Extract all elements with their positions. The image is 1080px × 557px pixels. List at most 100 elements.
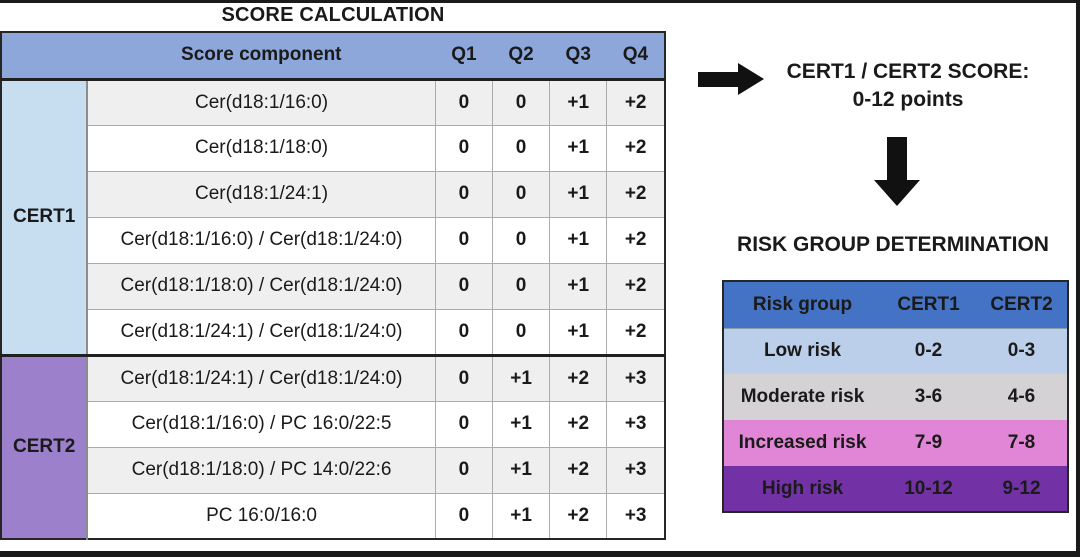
score-value-cell-q2: 0 [491, 262, 551, 310]
score-component-cell: Cer(d18:1/18:0) / PC 14:0/22:6 [86, 446, 436, 494]
risk-label-cell: Moderate risk [740, 386, 865, 408]
score-row: CERT1 Cer(d18:1/16:0) 0 0 +1 +2 [1, 78, 666, 355]
score-row: PC 16:0/16:0 0 +1 +2 +3 [1, 492, 666, 540]
right-arrow-shaft [698, 72, 740, 87]
score-table-header-row: Score component Q1 Q2 Q3 Q4 [1, 32, 665, 81]
score-value-cell-q3: +1 [549, 78, 608, 126]
score-component-cell: Cer(d18:1/24:1) [86, 170, 436, 218]
score-value-cell-q1: 0 [434, 492, 493, 540]
score-row: Cer(d18:1/18:0) / Cer(d18:1/24:0) 0 0 +1 +2 [1, 262, 666, 310]
risk-group-table: Risk group CERT1 CERT2 Low risk 0-2 0-3 Mod… [722, 280, 1069, 513]
score-value-cell-q2: +1 [491, 353, 551, 402]
score-value-cell-q2: 0 [491, 216, 551, 264]
score-value-cell-q3: +1 [549, 216, 608, 264]
score-component-cell: Cer(d18:1/18:0) [86, 124, 436, 172]
score-value-cell-q1: 0 [434, 446, 493, 494]
score-table-corner-cell [1, 32, 88, 81]
group-label-cert2: CERT2 [1, 353, 89, 539]
score-value-cell-q3: +1 [549, 124, 608, 172]
score-value-cell-q4: +2 [606, 170, 666, 218]
risk-cert1-header: CERT1 [881, 281, 976, 329]
score-range-line2: 0-12 points [852, 88, 964, 111]
score-value-cell-q4: +2 [606, 124, 666, 172]
risk-label-cell: Low risk [763, 340, 842, 362]
risk-label-cell: High risk [761, 477, 844, 499]
score-value-cell-q4: +2 [606, 308, 666, 356]
score-value-cell-q4: +2 [606, 262, 666, 310]
score-value-cell-q1: 0 [434, 400, 493, 448]
risk-row: High risk 10-12 9-12 [723, 466, 1068, 512]
down-arrow-head [874, 180, 920, 206]
risk-cert1-cell: 7-9 [914, 432, 943, 454]
score-value-cell-q1: 0 [434, 353, 493, 402]
score-value-cell-q2: 0 [491, 124, 551, 172]
down-arrow-icon [874, 137, 920, 206]
quartile-header-q4: Q4 [606, 32, 665, 81]
score-range-line1: CERT1 / CERT2 SCORE: [786, 60, 1030, 83]
risk-table-body: Low risk 0-2 0-3 Moderate risk 3-6 4-6 Increas… [723, 328, 1068, 512]
score-value-cell-q2: 0 [491, 308, 551, 356]
score-range-heading: CERT1 / CERT2 SCORE: 0-12 points [772, 58, 1044, 114]
risk-label-cell: Increased risk [738, 432, 867, 454]
score-component-header: Score component [87, 32, 436, 81]
frame-bottom-bar [0, 551, 1080, 557]
score-value-cell-q3: +1 [549, 308, 608, 356]
risk-cert1-cell: 0-2 [914, 340, 943, 362]
down-arrow-shaft [887, 137, 907, 181]
risk-table-header-row: Risk group CERT1 CERT2 [723, 281, 1068, 329]
risk-cert2-header: CERT2 [976, 281, 1068, 329]
quartile-header-q3: Q3 [549, 32, 607, 81]
score-component-cell: Cer(d18:1/24:1) / Cer(d18:1/24:0) [86, 308, 436, 356]
score-value-cell-q1: 0 [434, 124, 493, 172]
score-value-cell-q1: 0 [434, 216, 493, 264]
score-component-cell: Cer(d18:1/18:0) / Cer(d18:1/24:0) [86, 262, 436, 310]
risk-group-header: Risk group [723, 281, 881, 329]
risk-cert2-cell: 4-6 [1007, 386, 1036, 408]
risk-cert1-cell: 3-6 [914, 386, 943, 408]
score-value-cell-q3: +2 [549, 446, 608, 494]
score-value-cell-q3: +2 [549, 400, 608, 448]
risk-group-determination-title: RISK GROUP DETERMINATION [737, 233, 1049, 256]
risk-cert2-cell: 7-8 [1007, 432, 1036, 454]
risk-cert2-cell: 9-12 [1002, 477, 1041, 499]
score-value-cell-q4: +3 [606, 492, 666, 540]
score-row: CERT2 Cer(d18:1/24:1) / Cer(d18:1/24:0) 0 +… [1, 353, 666, 539]
risk-row: Increased risk 7-9 7-8 [723, 420, 1068, 466]
group-label-cert1: CERT1 [1, 79, 89, 355]
score-row: Cer(d18:1/24:1) 0 0 +1 +2 [1, 170, 666, 218]
score-calculation-title: SCORE CALCULATION [221, 4, 445, 26]
score-table-body: CERT1 Cer(d18:1/16:0) 0 0 +1 +2 Cer(d18:1/18:0… [1, 78, 666, 540]
score-component-cell: PC 16:0/16:0 [86, 492, 436, 540]
score-row: Cer(d18:1/16:0) / Cer(d18:1/24:0) 0 0 +1 +2 [1, 216, 666, 264]
score-value-cell-q3: +2 [549, 353, 608, 402]
score-value-cell-q4: +3 [606, 400, 666, 448]
score-value-cell-q4: +3 [606, 446, 666, 494]
score-row: Cer(d18:1/16:0) / PC 16:0/22:5 0 +1 +2 +3 [1, 400, 666, 448]
score-value-cell-q4: +3 [606, 353, 666, 402]
score-component-cell: Cer(d18:1/16:0) / PC 16:0/22:5 [86, 400, 436, 448]
right-arrow-icon [698, 63, 764, 95]
frame-top-bar [0, 0, 1080, 3]
score-value-cell-q2: 0 [491, 78, 551, 126]
score-value-cell-q2: 0 [491, 170, 551, 218]
quartile-header-q2: Q2 [492, 32, 550, 81]
score-value-cell-q4: +2 [606, 216, 666, 264]
score-value-cell-q1: 0 [434, 308, 493, 356]
risk-cert2-cell: 0-3 [1007, 340, 1036, 362]
score-component-cell: Cer(d18:1/16:0) [86, 78, 436, 126]
score-value-cell-q4: +2 [606, 78, 666, 126]
score-row: Cer(d18:1/18:0) / PC 14:0/22:6 0 +1 +2 +3 [1, 446, 666, 494]
quartile-header-q1: Q1 [435, 32, 493, 81]
score-calculation-table: Score component Q1 Q2 Q3 Q4 CERT1 Cer(d18… [0, 31, 666, 540]
score-row: Cer(d18:1/18:0) 0 0 +1 +2 [1, 124, 666, 172]
right-arrow-head [738, 63, 764, 95]
score-component-cell: Cer(d18:1/24:1) / Cer(d18:1/24:0) [86, 353, 436, 402]
risk-row: Low risk 0-2 0-3 [723, 328, 1068, 374]
score-component-cell: Cer(d18:1/16:0) / Cer(d18:1/24:0) [86, 216, 436, 264]
risk-cert1-cell: 10-12 [904, 477, 953, 499]
score-value-cell-q2: +1 [491, 400, 551, 448]
score-value-cell-q1: 0 [434, 262, 493, 310]
score-value-cell-q1: 0 [434, 78, 493, 126]
frame-right-bar [1076, 0, 1080, 557]
